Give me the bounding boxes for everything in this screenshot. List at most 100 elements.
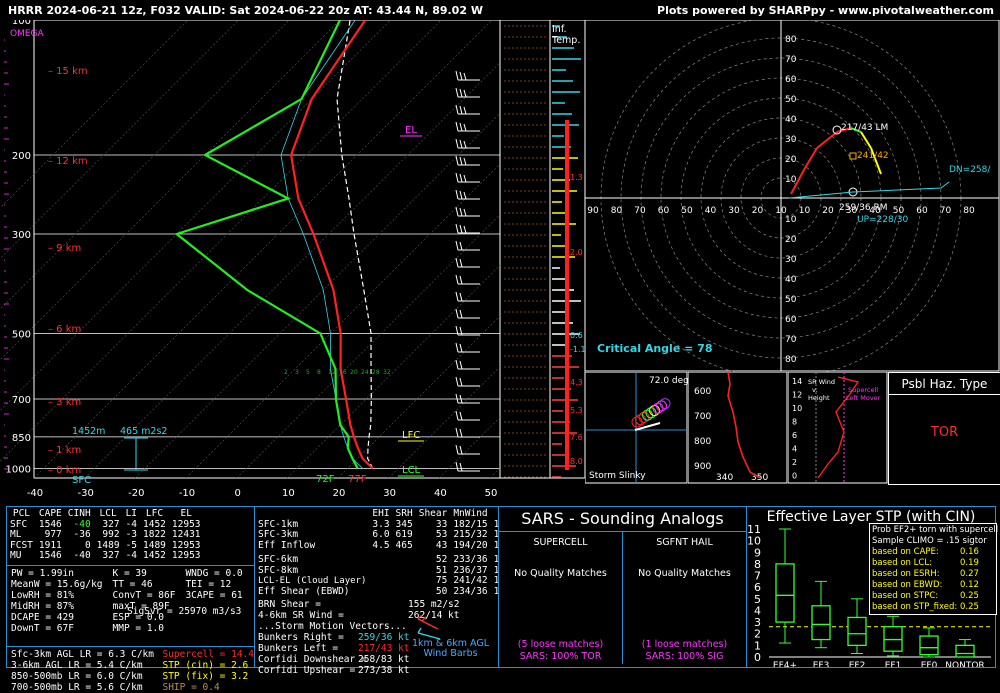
hodo-ring-label: 60 xyxy=(785,315,797,325)
hodo-x-label: 10 xyxy=(775,206,787,216)
lapse-rate: 850-500mb LR = 6.0 C/km xyxy=(11,670,143,682)
stp-prob-row: based on EBWD: 0.12 xyxy=(872,580,979,590)
sfc-temp-label: 77F xyxy=(348,474,367,485)
stp-category-label: EF3 xyxy=(813,661,830,667)
mixing-ratio-label: 32 xyxy=(383,369,391,376)
stp-prob-row: based on LCL: 0.19 xyxy=(872,558,979,568)
corfidi-down xyxy=(852,181,950,193)
height-label: – 1 km xyxy=(48,445,81,456)
svg-text:Left Mover: Left Mover xyxy=(846,394,881,402)
kinematics-header: SRH xyxy=(395,508,413,519)
sigsvr-value: SigSvr = 25970 m3/s3 xyxy=(127,606,242,617)
thermo-index: MeanW = 15.6g/kg xyxy=(11,578,103,590)
thermo-index: K = 39 xyxy=(112,567,147,579)
wind-barb xyxy=(455,291,480,302)
wind-barb xyxy=(455,172,480,183)
srwind-y-label: 12 xyxy=(792,391,802,400)
lapse-rate: 3-6km AGL LR = 5.4 C/km xyxy=(11,659,143,671)
sars-panel: SARS - Sounding Analogs SUPERCELL No Qua… xyxy=(498,506,747,668)
wind-barb xyxy=(455,308,480,319)
stp-prob-row: based on STPC: 0.25 xyxy=(872,591,979,601)
hodo-x-label: 10 xyxy=(799,206,811,216)
wind-barb xyxy=(455,155,480,166)
stp-y-label: 3 xyxy=(754,616,761,629)
stp-prob-row: based on ESRH: 0.27 xyxy=(872,569,979,579)
sfc-label: SFC xyxy=(72,475,91,486)
hodo-x-label: 50 xyxy=(681,206,693,216)
wind-barb xyxy=(455,427,480,438)
stp-y-label: 11 xyxy=(747,523,761,536)
critical-line xyxy=(788,191,854,199)
stp-y-label: 10 xyxy=(747,535,761,548)
storm-motion-row: Corfidi Upshear = 273/38 kt xyxy=(258,665,410,676)
mixing-ratio-label: 12 xyxy=(328,369,336,376)
thermo-index: DownT = 67F xyxy=(11,622,74,634)
page-title: HRRR 2024-06-21 12z, F032 VALID: Sat 202… xyxy=(8,4,483,17)
mixing-ratio-label: 20 xyxy=(350,369,358,376)
stp-box xyxy=(883,615,903,657)
hodo-x-label: 60 xyxy=(916,206,928,216)
hodo-segment xyxy=(850,127,862,133)
stp-y-label: 6 xyxy=(754,581,761,594)
parcel-row: FCST 1911 0 1489 -5 1489 12953 xyxy=(10,539,201,551)
hodo-x-label: 70 xyxy=(634,206,646,216)
storm-motion-row: Bunkers Left = 217/43 kt xyxy=(258,643,410,654)
hodo-segment xyxy=(804,147,818,169)
wind-barb xyxy=(455,87,480,98)
parcel-row: SFC 1546 -40 327 -4 1452 12953 xyxy=(10,518,201,530)
thermo-index: PW = 1.99in xyxy=(11,567,74,579)
hodo-x-label: 30 xyxy=(728,206,740,216)
stp-y-label: 1 xyxy=(754,639,761,652)
hodo-segment xyxy=(790,167,806,195)
srwind-y-label: 8 xyxy=(792,418,797,427)
hodo-x-label: 80 xyxy=(611,206,623,216)
stp-prob-row: based on STP_fixed: 0.25 xyxy=(872,602,979,612)
stp-box xyxy=(919,627,939,658)
thermo-indices: PW = 1.99in MeanW = 15.6g/kg LowRH = 81% Mi… xyxy=(7,568,254,634)
stp-cin-value: STP (cin) = 2.6 xyxy=(162,659,249,671)
sars-hail: SGFNT HAIL No Quality Matches (1 loose m… xyxy=(638,537,731,662)
kinematics-panel: EHISRHShearMnWindSRW SFC-1km3.334533182/… xyxy=(254,506,528,676)
thermo-index: 3CAPE = 61 xyxy=(185,589,243,601)
wind-barb xyxy=(455,206,480,217)
kinematics-header: Shear xyxy=(418,508,448,519)
parcel-header: LI xyxy=(125,508,138,519)
pressure-tick-label: 500 xyxy=(12,329,31,340)
hodo-ring-label: 80 xyxy=(785,355,797,365)
sars-title: SARS - Sounding Analogs xyxy=(521,509,724,528)
stp-box xyxy=(811,580,831,649)
hodo-ring-label: 60 xyxy=(785,75,797,85)
parcel-table: PCL CAPE CINH LCL LI LFC EL SFC 1546 -40 327 -4 145… xyxy=(7,508,204,562)
pressure-tick-label: 850 xyxy=(12,433,31,444)
inf-value: -1.1 xyxy=(570,345,585,354)
height-label: – 15 km xyxy=(48,66,88,77)
dn-label: DN=258/ xyxy=(949,165,991,175)
hodo-ring-label: 10 xyxy=(785,215,797,225)
credit-text: Plots powered by SHARPpy - www.pivotalwe… xyxy=(657,4,994,17)
hodo-x-label: 80 xyxy=(963,206,975,216)
stp-y-label: 5 xyxy=(754,593,761,606)
hodo-x-label: 40 xyxy=(869,206,881,216)
critical-angle-label: Critical Angle = 78 xyxy=(597,342,712,355)
theta-y-label: 700 xyxy=(694,412,711,422)
hazard-value: TOR xyxy=(930,425,959,440)
wind-barb xyxy=(455,274,480,285)
kinematics-table: EHISRHShearMnWindSRW SFC-1km3.334533182/… xyxy=(255,508,531,597)
parcel-header: PCL xyxy=(12,508,31,519)
stp-title: Effective Layer STP (with CIN) xyxy=(766,509,976,525)
hodo-x-label: 90 xyxy=(587,206,599,216)
temp-tick-label: -20 xyxy=(128,488,144,499)
inf-value: 1.3 xyxy=(570,173,583,182)
parcel-header: EL xyxy=(180,508,192,519)
parcel-header: CAPE xyxy=(38,508,62,519)
height-label: – 3 km xyxy=(48,397,81,408)
stp-fix-value: STP (fix) = 3.2 xyxy=(162,670,249,682)
hodo-ring-label: 50 xyxy=(785,295,797,305)
hodo-x-label: 50 xyxy=(893,206,905,216)
thermo-index: ConvT = 86F xyxy=(112,589,176,601)
